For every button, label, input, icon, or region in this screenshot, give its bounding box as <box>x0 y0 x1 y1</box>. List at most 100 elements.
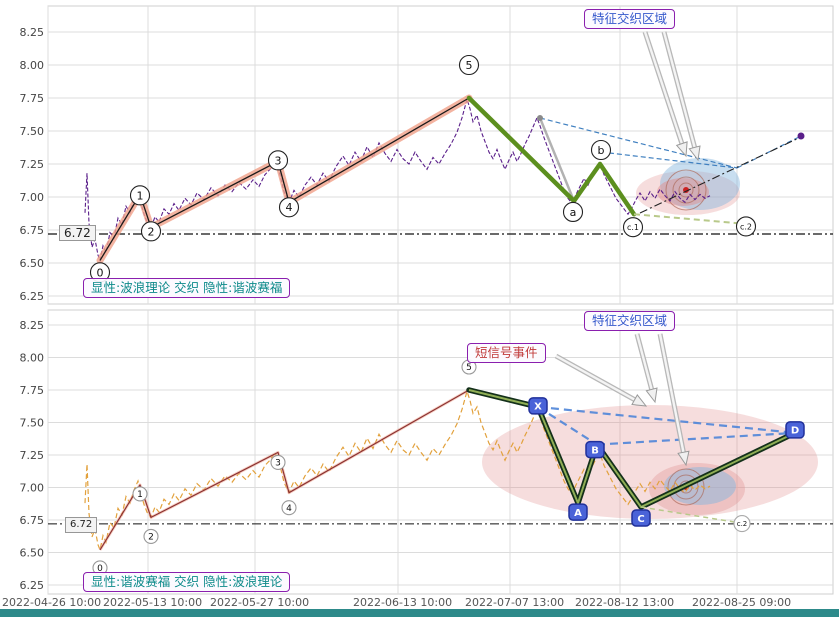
annotation-arrow-head <box>675 141 688 158</box>
y-axis-tick-label: 6.25 <box>20 290 45 303</box>
y-axis-tick-label: 7.00 <box>20 482 45 495</box>
wave-label-circle <box>733 515 751 533</box>
y-axis-tick-label: 8.00 <box>20 352 45 365</box>
annotation-arrow-head <box>645 387 658 404</box>
wave-label-circle <box>132 486 148 502</box>
harmonic-badge <box>785 421 805 439</box>
x-axis-label: 2022-06-13 10:00 <box>353 596 453 609</box>
corrective-wave-dashed-top <box>633 213 741 225</box>
wave-label-text: c.1 <box>627 223 639 232</box>
wave-label-circle <box>622 217 644 238</box>
ref-price-badge-bottom: 6.72 <box>65 517 98 533</box>
y-axis-tick-label: 6.50 <box>20 547 45 560</box>
y-axis-tick-label: 7.50 <box>20 417 45 430</box>
x-axis-label: 2022-04-26 10:00 <box>2 596 102 609</box>
wave-label-text: a <box>570 206 577 219</box>
x-axis-label: 2022-05-13 10:00 <box>103 596 203 609</box>
harmonic-badge-text: D <box>791 426 799 437</box>
y-axis-tick-label: 8.25 <box>20 319 45 332</box>
wave-label-circle <box>590 139 612 161</box>
bottom-chart-legend: 显性:谐波赛福 交织 隐性:波浪理论 <box>83 572 291 592</box>
annotation-arrow-head <box>677 450 690 467</box>
x-axis-label: 2022-08-25 09:00 <box>692 596 792 609</box>
y-axis-tick-label: 8.00 <box>20 59 45 72</box>
wave-label-circle <box>129 185 151 206</box>
y-axis-tick-label: 7.75 <box>20 92 45 105</box>
harmonic-badge-text: B <box>591 445 599 456</box>
short-signal-event-label: 短信号事件 <box>467 343 546 363</box>
y-axis-tick-label: 6.75 <box>20 224 45 237</box>
y-axis-tick-label: 7.50 <box>20 125 45 138</box>
corrective-wave-top <box>466 95 637 217</box>
wave-label-text: c.2 <box>740 222 752 231</box>
harmonic-badge <box>585 440 605 459</box>
bottom-bar <box>0 609 839 617</box>
harmonic-badge <box>631 509 651 527</box>
gray-dot <box>537 115 543 121</box>
wave-label-text: 3 <box>275 459 281 469</box>
purple-dot <box>797 132 805 140</box>
harmonic-badge-text: C <box>637 514 644 525</box>
impulse-wave-top <box>99 97 470 261</box>
y-axis-tick-label: 7.00 <box>20 191 45 204</box>
harmonic-projection-line <box>537 405 796 434</box>
harmonic-projection-line <box>596 431 796 446</box>
wave-label-text: 5 <box>466 59 473 72</box>
price-line-top <box>84 97 711 263</box>
wave-label-text: b <box>598 144 605 157</box>
wave-label-circle <box>270 454 286 470</box>
projection-line-blue <box>600 151 738 169</box>
top-feature-zone-label: 特征交织区域 <box>584 9 676 29</box>
wave-label-circle <box>143 528 159 544</box>
harmonic-badge-text: A <box>574 508 582 519</box>
target-ring <box>678 182 694 198</box>
x-axis-label: 2022-05-27 10:00 <box>210 596 310 609</box>
y-axis-tick-label: 6.75 <box>20 514 45 527</box>
wave-label-circle <box>562 201 584 223</box>
harmonic-badge <box>568 503 588 521</box>
wave-label-text: 4 <box>286 201 293 214</box>
tie-line-gray <box>538 117 576 202</box>
wave-label-circle <box>140 221 162 242</box>
annotation-arrow-shaft-core <box>635 333 653 390</box>
harmonic-projection-line <box>537 405 598 446</box>
y-axis-tick-label: 7.75 <box>20 384 45 397</box>
bottom-feature-zone-label: 特征交织区域 <box>584 311 676 331</box>
wave-label-text: 1 <box>137 490 143 500</box>
top-chart-legend: 显性:波浪理论 交织 隐性:谐波赛福 <box>83 278 291 298</box>
wave-label-text: c.2 <box>737 520 748 528</box>
wave-label-circle <box>281 500 297 516</box>
harmonic-wave-core <box>468 389 796 508</box>
projection-line-blue <box>539 117 738 169</box>
wave-label-text: 0 <box>97 266 104 279</box>
wave-label-circle <box>267 150 289 171</box>
target-ring <box>665 169 707 211</box>
target-ring-bottom <box>667 468 705 506</box>
wave-label-circle <box>735 216 757 237</box>
wave-label-text: 2 <box>148 225 155 238</box>
target-ring <box>672 176 700 204</box>
harmonic-badge-text: X <box>534 402 542 413</box>
c2-dashed-bottom <box>640 506 739 524</box>
wave-label-circle <box>278 197 300 218</box>
feature-zone-blue-bottom <box>664 467 736 505</box>
annotation-arrow-shaft-core <box>555 354 636 401</box>
wave-label-text: 3 <box>275 154 282 167</box>
y-axis-tick-label: 7.25 <box>20 158 45 171</box>
x-axis-label: 2022-07-07 13:00 <box>465 596 565 609</box>
wave-label-text: 5 <box>466 363 472 373</box>
y-axis-tick-label: 6.25 <box>20 579 45 592</box>
wave-label-circle <box>458 54 480 76</box>
harmonic-badge <box>528 397 548 415</box>
wave-label-text: 0 <box>97 564 103 574</box>
annotation-arrow-shaft-core <box>662 31 696 148</box>
ref-price-badge-top: 6.72 <box>59 225 96 241</box>
top-plot-area <box>47 5 834 305</box>
y-axis-tick-label: 8.25 <box>20 26 45 39</box>
wave-label-text: 1 <box>137 189 144 202</box>
wave-label-text: 2 <box>148 533 154 543</box>
x-axis-label: 2022-08-12 13:00 <box>575 596 675 609</box>
y-axis-tick-label: 7.25 <box>20 449 45 462</box>
projection-line-dashdot <box>639 136 802 214</box>
